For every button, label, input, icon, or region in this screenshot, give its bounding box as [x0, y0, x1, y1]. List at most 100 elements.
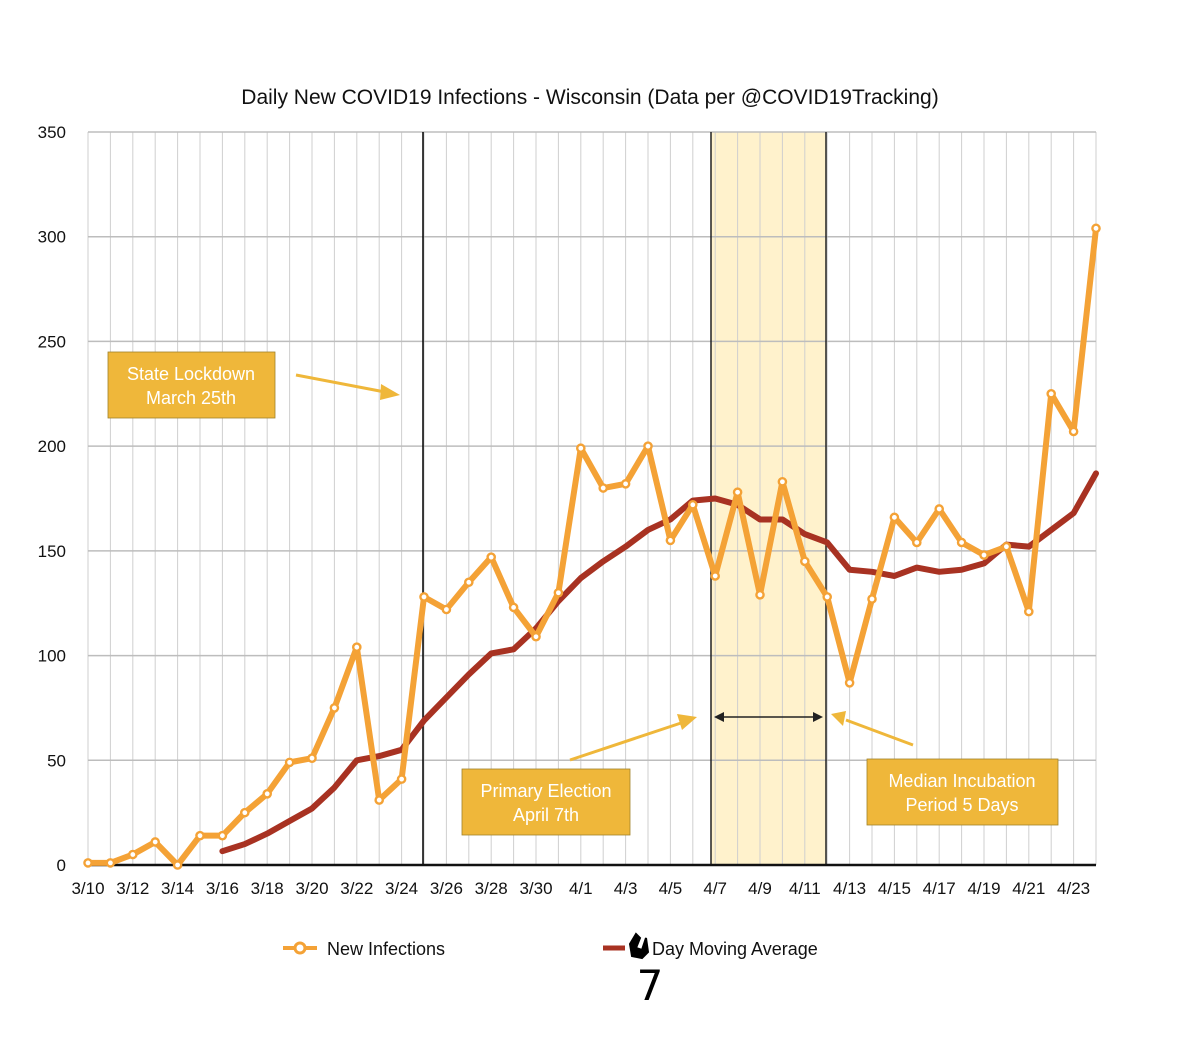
legend-new-infections-label: New Infections	[327, 939, 445, 959]
new-infections-point	[732, 487, 743, 498]
new-infections-point	[844, 677, 855, 688]
lockdown-annotation: State Lockdown March 25th	[107, 351, 400, 419]
x-tick-label: 3/14	[161, 879, 194, 898]
x-tick-label: 4/21	[1012, 879, 1045, 898]
incubation-shaded-region	[711, 132, 826, 865]
y-tick-label: 0	[57, 856, 66, 875]
new-infections-point	[486, 552, 497, 562]
new-infections-point	[463, 577, 474, 588]
x-tick-label: 3/30	[519, 879, 552, 898]
new-infections-point	[531, 631, 541, 642]
x-tick-label: 3/22	[340, 879, 373, 898]
new-infections-point	[239, 807, 250, 818]
incubation-arrow-head	[831, 711, 846, 726]
election-arrow-head	[677, 714, 697, 730]
y-tick-label: 50	[47, 751, 66, 770]
incubation-annotation-line-1: Median Incubation	[888, 771, 1035, 791]
lockdown-arrow-head	[380, 384, 400, 400]
new-infections-point	[105, 858, 116, 868]
chart-title: Daily New COVID19 Infections - Wisconsin…	[241, 86, 938, 109]
new-infections-point	[643, 441, 653, 451]
election-annotation-line-1: Primary Election	[480, 781, 611, 801]
new-infections-point	[598, 483, 609, 493]
new-infections-point	[419, 592, 429, 602]
y-tick-label: 150	[38, 542, 66, 561]
y-tick-label: 350	[38, 123, 66, 142]
lockdown-annotation-line-2: March 25th	[146, 388, 236, 408]
incubation-annotation-box	[866, 758, 1059, 826]
election-annotation-box	[461, 768, 631, 836]
election-arrow	[569, 721, 682, 762]
x-tick-label: 3/16	[206, 879, 239, 898]
incubation-annotation: Median Incubation Period 5 Days	[831, 711, 1059, 826]
x-tick-label: 3/26	[430, 879, 463, 898]
new-infections-point	[172, 860, 183, 870]
new-infections-point	[150, 837, 160, 847]
election-annotation: Primary Election April 7th	[461, 714, 697, 836]
y-tick-label: 300	[38, 228, 66, 247]
x-tick-label: 3/28	[475, 879, 508, 898]
handwritten-scribble	[628, 932, 650, 960]
new-infections-point	[956, 537, 967, 548]
incubation-arrow	[845, 718, 914, 747]
x-tick-label: 4/3	[614, 879, 638, 898]
x-tick-label: 4/5	[659, 879, 683, 898]
new-infections-point	[127, 849, 138, 860]
incubation-span-arrow-right	[813, 712, 823, 722]
new-infections-point	[1024, 606, 1034, 617]
vertical-gridlines	[87, 132, 1097, 865]
new-infections-point	[576, 443, 586, 454]
new-infections-point	[822, 592, 833, 602]
y-tick-labels: 0 50 100 150 200 250 300 350	[38, 123, 66, 875]
new-infections-point	[396, 774, 407, 784]
new-infections-point	[553, 587, 564, 598]
new-infections-point	[979, 550, 989, 560]
incubation-annotation-line-2: Period 5 Days	[905, 795, 1018, 815]
handwritten-correction: 7	[637, 961, 664, 1010]
new-infections-point	[284, 757, 295, 768]
new-infections-point	[710, 571, 721, 581]
y-tick-label: 200	[38, 437, 66, 456]
new-infections-point	[195, 830, 205, 841]
legend-new-infections-marker	[293, 941, 307, 955]
new-infections-point	[889, 512, 900, 523]
new-infections-point	[508, 602, 519, 613]
new-infections-point	[1068, 426, 1079, 437]
x-tick-label: 4/1	[569, 879, 593, 898]
new-infections-point	[777, 476, 788, 487]
new-infections-point	[1091, 223, 1101, 234]
new-infections-point	[217, 830, 228, 841]
x-tick-label: 4/15	[878, 879, 911, 898]
legend-moving-average-label: Day Moving Average	[652, 939, 818, 959]
x-tick-label: 3/12	[116, 879, 149, 898]
horizontal-gridlines	[88, 131, 1096, 762]
new-infections-point	[912, 537, 922, 548]
incubation-span-arrow-left	[714, 712, 724, 722]
x-tick-label: 3/10	[71, 879, 104, 898]
y-tick-label: 250	[38, 332, 66, 351]
x-tick-label: 4/13	[833, 879, 866, 898]
new-infections-point	[665, 535, 676, 546]
incubation-span-arrow	[714, 712, 823, 722]
x-tick-label: 4/19	[967, 879, 1000, 898]
lockdown-annotation-line-1: State Lockdown	[127, 364, 255, 384]
x-tick-label: 4/17	[923, 879, 956, 898]
x-tick-label: 3/24	[385, 879, 418, 898]
new-infections-point	[800, 556, 810, 567]
election-annotation-line-2: April 7th	[513, 805, 579, 825]
x-tick-label: 4/9	[748, 879, 772, 898]
new-infections-point	[688, 499, 698, 510]
x-tick-label: 4/11	[789, 879, 821, 898]
new-infections-point	[755, 590, 765, 600]
x-tick-label: 4/7	[703, 879, 727, 898]
new-infections-points	[83, 223, 1101, 870]
new-infections-point	[374, 795, 385, 805]
lockdown-annotation-box	[107, 351, 276, 419]
new-infections-point	[262, 788, 273, 799]
new-infections-point	[329, 703, 340, 713]
x-tick-labels: 3/10 3/12 3/14 3/16 3/18 3/20 3/22 3/24 3/26 3/28…	[71, 879, 1090, 898]
lockdown-arrow	[295, 373, 386, 394]
new-infections-point	[351, 642, 362, 652]
new-infections-line	[85, 225, 1099, 868]
